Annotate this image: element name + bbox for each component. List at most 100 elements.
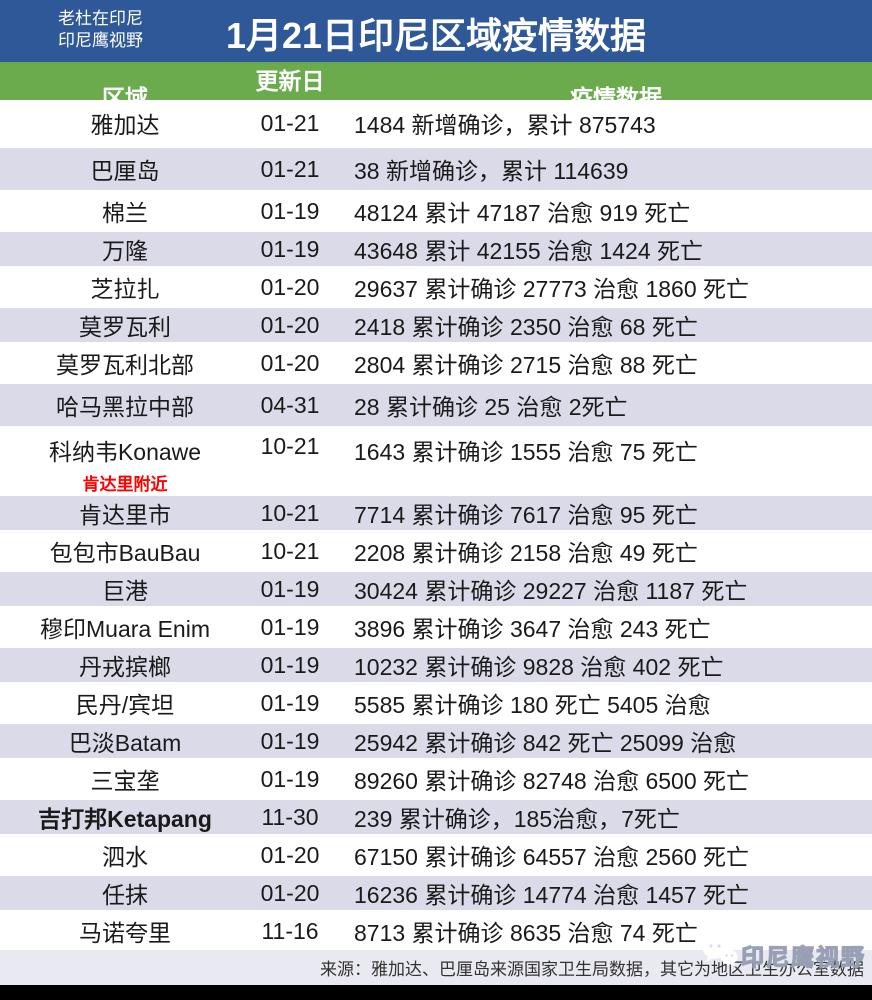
table-row: 三宝垄 01-19 89260 累计确诊 82748 治愈 6500 死亡 <box>0 760 872 798</box>
table-row: 任抹 01-20 16236 累计确诊 14774 治愈 1457 死亡 <box>0 874 872 912</box>
update-date: 10-21 <box>260 499 320 526</box>
update-date: 01-19 <box>260 651 320 678</box>
region-cell: 穆印Muara Enim <box>0 610 250 644</box>
update-date: 11-30 <box>261 803 319 830</box>
region-name: 三宝垄 <box>90 768 160 794</box>
region-cell: 三宝垄 <box>0 762 250 796</box>
epidemic-data: 89260 累计确诊 82748 治愈 6500 死亡 <box>354 768 750 794</box>
region-cell: 吉打邦Ketapang <box>0 800 250 834</box>
region-name: 巨港 <box>102 578 148 604</box>
table-row: 泗水 01-20 67150 累计确诊 64557 治愈 2560 死亡 <box>0 836 872 874</box>
table-row: 莫罗瓦利 01-20 2418 累计确诊 2350 治愈 68 死亡 <box>0 306 872 344</box>
table-column-header: 区域 更新日期 疫情数据 <box>0 62 872 128</box>
region-name: 巴厘岛 <box>90 158 160 184</box>
epidemic-data: 239 累计确诊，185治愈，7死亡 <box>354 806 680 832</box>
source-text: 来源：雅加达、巴厘岛来源国家卫生局数据，其它为地区卫生办公室数据 <box>320 960 864 979</box>
update-date: 04-31 <box>260 391 320 418</box>
region-cell: 莫罗瓦利北部 <box>0 346 250 380</box>
table-row: 芝拉扎 01-20 29637 累计确诊 27773 治愈 1860 死亡 <box>0 268 872 306</box>
update-date: 01-19 <box>260 197 320 224</box>
update-date: 01-19 <box>260 613 320 640</box>
region-cell: 芝拉扎 <box>0 270 250 304</box>
update-date: 10-21 <box>260 433 320 459</box>
region-name: 万隆 <box>102 238 148 264</box>
region-name: 任抹 <box>102 882 148 908</box>
region-name: 丹戎摈榔 <box>79 654 171 680</box>
region-note: 肯达里附近 <box>82 475 168 494</box>
watermark-text: 印尼鹰视野 <box>740 943 866 970</box>
region-cell: 马诺夸里 <box>0 914 250 948</box>
epidemic-data: 48124 累计 47187 治愈 919 死亡 <box>354 200 691 226</box>
region-name: 肯达里市 <box>79 502 171 528</box>
epidemic-data: 2208 累计确诊 2158 治愈 49 死亡 <box>354 540 698 566</box>
brand-line1: 老杜在印尼 <box>58 9 143 28</box>
epidemic-data: 2804 累计确诊 2715 治愈 88 死亡 <box>354 352 698 378</box>
region-name: 泗水 <box>102 844 148 870</box>
column-header-data: 疫情数据 <box>570 85 662 111</box>
epidemic-data: 16236 累计确诊 14774 治愈 1457 死亡 <box>354 882 750 908</box>
region-cell: 泗水 <box>0 838 250 872</box>
epidemic-data: 43648 累计 42155 治愈 1424 死亡 <box>354 238 704 264</box>
table-row: 马诺夸里 11-16 8713 累计确诊 8635 治愈 74 死亡 <box>0 912 872 950</box>
region-cell: 肯达里市 <box>0 496 250 530</box>
epidemic-data: 8713 累计确诊 8635 治愈 74 死亡 <box>354 920 698 946</box>
epidemic-data: 5585 累计确诊 180 死亡 5405 治愈 <box>354 692 711 718</box>
update-date: 01-20 <box>260 841 320 868</box>
region-name: 哈马黑拉中部 <box>56 394 194 420</box>
column-header-region: 区域 <box>102 85 148 111</box>
region-cell: 棉兰 <box>0 194 250 228</box>
region-name: 穆印Muara Enim <box>40 616 210 642</box>
table-row: 哈马黑拉中部 04-31 28 累计确诊 25 治愈 2死亡 <box>0 382 872 428</box>
watermark: 印尼鹰视野 <box>701 936 866 973</box>
update-date: 01-20 <box>260 273 320 300</box>
region-cell: 包包市BauBau <box>0 534 250 568</box>
table-row: 穆印Muara Enim 01-19 3896 累计确诊 3647 治愈 243… <box>0 608 872 646</box>
epidemic-data: 30424 累计确诊 29227 治愈 1187 死亡 <box>354 578 748 604</box>
table-row: 莫罗瓦利北部 01-20 2804 累计确诊 2715 治愈 88 死亡 <box>0 344 872 382</box>
update-date: 11-16 <box>261 917 319 944</box>
region-cell: 任抹 <box>0 876 250 910</box>
table-body: 雅加达 01-21 1484 新增确诊，累计 875743 巴厘岛 01-21 … <box>0 100 872 950</box>
table-row: 吉打邦Ketapang 11-30 239 累计确诊，185治愈，7死亡 <box>0 798 872 836</box>
table-row: 丹戎摈榔 01-19 10232 累计确诊 9828 治愈 402 死亡 <box>0 646 872 684</box>
bottom-black-bar <box>0 985 872 1000</box>
table-row: 肯达里市 10-21 7714 累计确诊 7617 治愈 95 死亡 <box>0 494 872 532</box>
epidemic-data: 2418 累计确诊 2350 治愈 68 死亡 <box>354 314 698 340</box>
brand-line2: 印尼鹰视野 <box>58 31 143 50</box>
region-name: 包包市BauBau <box>49 540 201 566</box>
region-name: 莫罗瓦利 <box>79 314 171 340</box>
table-row: 科纳韦Konawe 肯达里附近 10-21 1643 累计确诊 1555 治愈 … <box>0 428 872 494</box>
region-cell: 巨港 <box>0 572 250 606</box>
epidemic-data: 29637 累计确诊 27773 治愈 1860 死亡 <box>354 276 750 302</box>
region-name: 民丹/宾坦 <box>75 692 175 718</box>
table-row: 民丹/宾坦 01-19 5585 累计确诊 180 死亡 5405 治愈 <box>0 684 872 722</box>
region-cell: 莫罗瓦利 <box>0 308 250 342</box>
update-date: 10-21 <box>260 537 320 564</box>
update-date: 01-19 <box>260 765 320 792</box>
table-row: 包包市BauBau 10-21 2208 累计确诊 2158 治愈 49 死亡 <box>0 532 872 570</box>
update-date: 01-19 <box>260 727 320 754</box>
table-row: 棉兰 01-19 48124 累计 47187 治愈 919 死亡 <box>0 192 872 230</box>
wechat-icon <box>701 936 739 973</box>
column-header-date: 更新日期 <box>255 68 325 128</box>
table-row: 雅加达 01-21 1484 新增确诊，累计 875743 <box>0 100 872 146</box>
update-date: 01-19 <box>260 235 320 262</box>
update-date: 01-19 <box>260 575 320 602</box>
region-cell: 巴厘岛 <box>0 152 250 186</box>
table-row: 巴厘岛 01-21 38 新增确诊，累计 114639 <box>0 146 872 192</box>
region-name: 芝拉扎 <box>90 276 160 302</box>
region-name: 吉打邦Ketapang <box>38 806 212 832</box>
region-cell: 巴淡Batam <box>0 724 250 758</box>
epidemic-data: 25942 累计确诊 842 死亡 25099 治愈 <box>354 730 737 756</box>
update-date: 01-20 <box>260 311 320 338</box>
epidemic-data: 1484 新增确诊，累计 875743 <box>354 112 656 138</box>
epidemic-data: 28 累计确诊 25 治愈 2死亡 <box>354 394 628 420</box>
region-name: 莫罗瓦利北部 <box>56 352 194 378</box>
epidemic-data: 67150 累计确诊 64557 治愈 2560 死亡 <box>354 844 750 870</box>
epidemic-data: 1643 累计确诊 1555 治愈 75 死亡 <box>354 439 698 465</box>
epidemic-data: 7714 累计确诊 7617 治愈 95 死亡 <box>354 502 698 528</box>
region-name: 巴淡Batam <box>68 730 182 756</box>
region-name: 马诺夸里 <box>79 920 171 946</box>
table-row: 巨港 01-19 30424 累计确诊 29227 治愈 1187 死亡 <box>0 570 872 608</box>
